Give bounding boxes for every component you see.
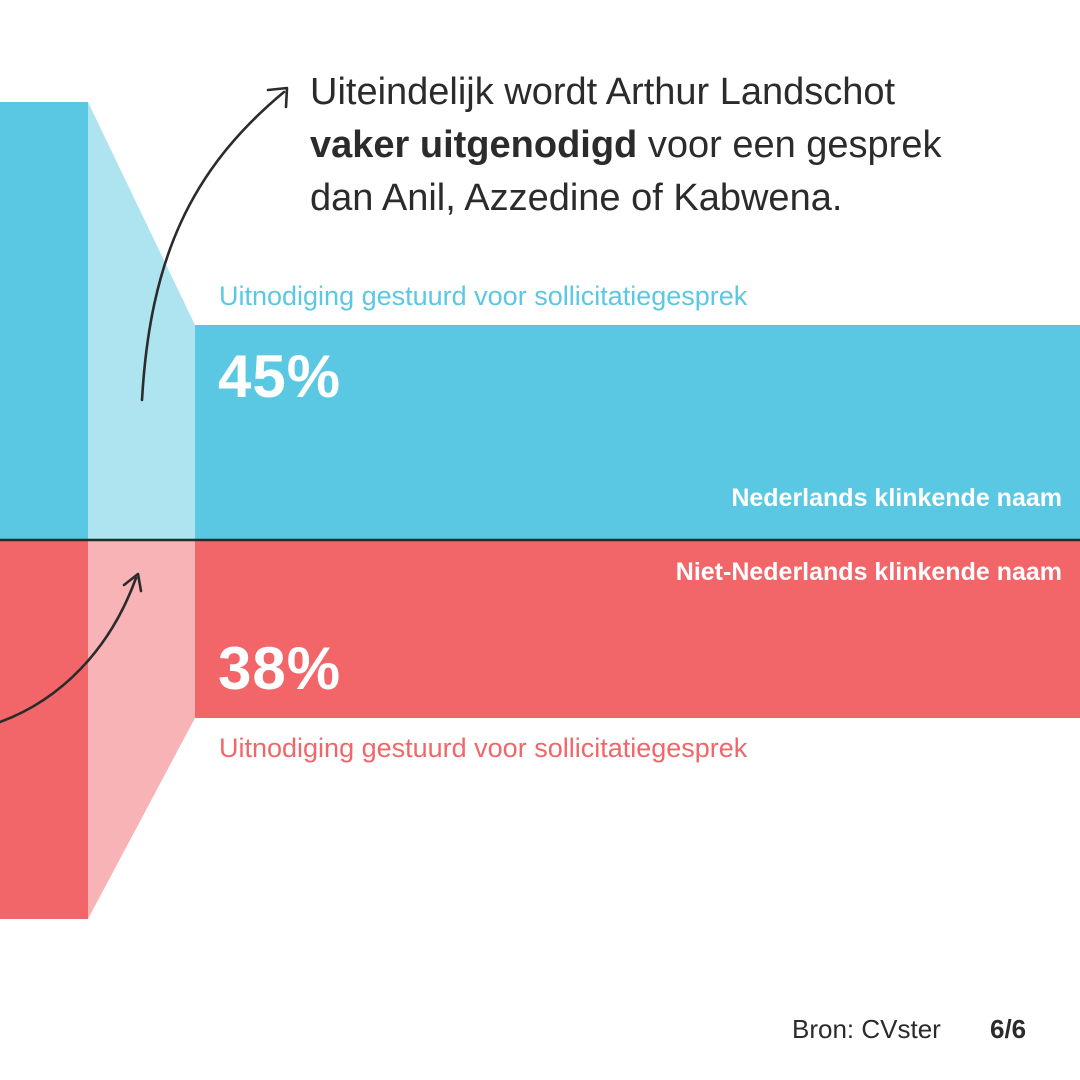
headline-part-3: dan Anil, Azzedine of Kabwena. [310,177,843,219]
value-label-niet-nederlands: 38% [218,635,342,702]
headline-part-2: voor een gesprek [647,124,942,166]
blue-funnel-taper [88,102,195,539]
red-funnel-taper [88,541,195,919]
page-indicator: 6/6 [990,1014,1027,1044]
value-label-nederlands: 45% [218,343,342,410]
headline-part-1: Uiteindelijk wordt Arthur Landschot [310,71,896,113]
red-source-bar [0,541,88,919]
source-text: Bron: CVster [792,1014,941,1044]
bar-nederlands [195,325,1080,539]
arrow-curve-icon [0,576,138,724]
headline: Uiteindelijk wordt Arthur Landschot vake… [310,66,1050,225]
category-label-niet-nederlands: Niet-Nederlands klinkende naam [675,558,1062,586]
arrow-head-icon [266,86,289,109]
arrow-head-icon [122,572,143,593]
category-label-nederlands: Nederlands klinkende naam [731,484,1062,512]
headline-bold: vaker uitgenodigd [310,124,638,166]
arrow-up-icon [140,90,286,402]
blue-source-bar [0,102,88,539]
bar-niet-nederlands [195,541,1080,718]
series-label-top: Uitnodiging gestuurd voor sollicitatiege… [219,281,748,311]
series-label-bottom: Uitnodiging gestuurd voor sollicitatiege… [219,733,748,763]
